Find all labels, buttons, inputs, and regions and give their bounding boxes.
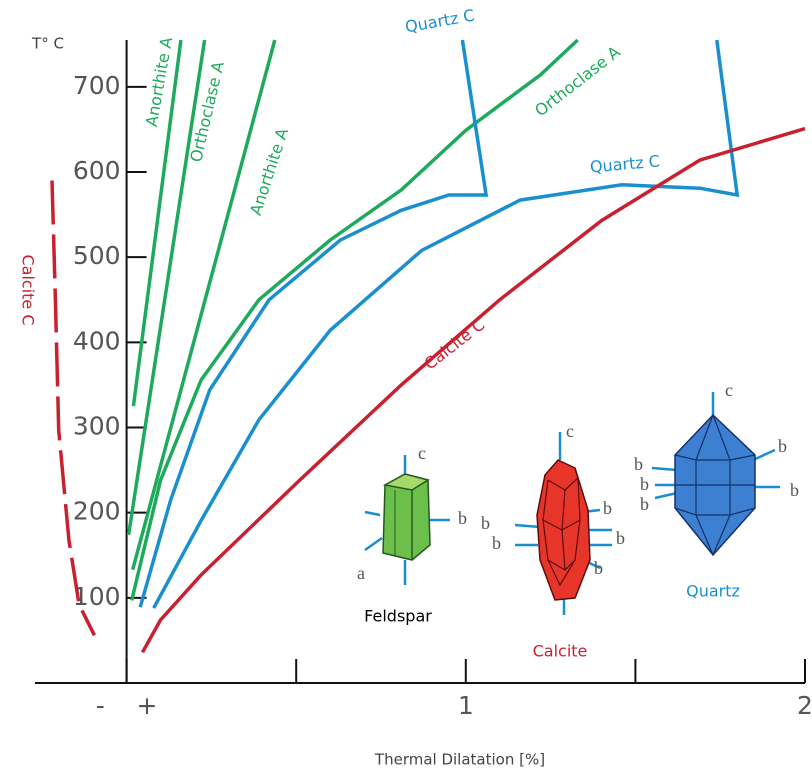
crystal-axis-label: b xyxy=(634,454,643,474)
series-label: Orthoclase A xyxy=(531,42,624,120)
x-tick-label: - + xyxy=(96,691,158,720)
crystal-axis-label: b xyxy=(616,528,625,548)
crystal-axis-label: b xyxy=(778,436,787,456)
crystal-axis-label: b xyxy=(458,508,467,528)
crystal-axis-label: b xyxy=(594,558,603,578)
calcite-crystal: c b b b b b Calcite xyxy=(481,421,625,660)
series-label: Quartz C xyxy=(404,6,476,37)
series-label: Calcite C xyxy=(421,315,489,374)
crystal-axis-label: b xyxy=(640,474,649,494)
crystal-axis-label: b xyxy=(481,513,490,533)
series-label: Calcite C xyxy=(19,254,38,325)
line-series xyxy=(143,129,806,653)
crystal-axis-label: b xyxy=(603,498,612,518)
chart: 2 1 - + 700 600 500 400 300 200 100 T° C Thermal … xyxy=(0,0,812,772)
crystal-name: Quartz xyxy=(686,582,740,601)
y-tick-label: 100 xyxy=(73,582,121,611)
crystal-name: Feldspar xyxy=(364,607,432,626)
series-label: Anorthite A xyxy=(246,126,292,218)
crystal-axis-label: c xyxy=(725,380,733,400)
y-axis-title: T° C xyxy=(31,35,64,53)
y-tick-label: 400 xyxy=(73,326,121,355)
y-tick-label: 300 xyxy=(73,412,121,441)
crystal-axis-label: b xyxy=(640,494,649,514)
crystal-axis-label: c xyxy=(566,421,574,441)
y-tick-label: 600 xyxy=(73,156,121,185)
y-tick-label: 200 xyxy=(73,497,121,526)
crystal-axis-label: a xyxy=(357,563,365,583)
y-tick-label: 700 xyxy=(73,71,121,100)
feldspar-crystal: c b a Feldspar xyxy=(357,443,467,625)
crystal-axis-label: c xyxy=(418,443,426,463)
crystal-name: Calcite xyxy=(533,642,588,661)
quartz-crystal: c b b b b b Quartz xyxy=(634,380,799,600)
series-label: Quartz C xyxy=(589,151,660,176)
crystal-axis-label: b xyxy=(790,480,799,500)
x-tick-label: 1 xyxy=(458,691,474,720)
crystal-axis-label: b xyxy=(492,533,501,553)
x-axis-title: Thermal Dilatation [%] xyxy=(374,751,545,769)
x-tick-label: 2 xyxy=(797,691,812,720)
y-tick-label: 500 xyxy=(73,241,121,270)
